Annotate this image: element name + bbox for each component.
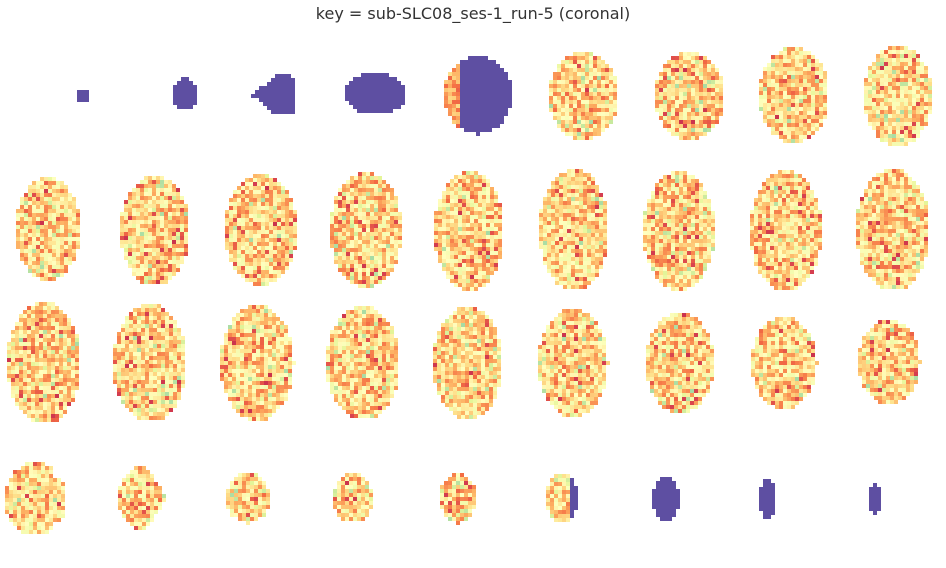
slice-panel-22 bbox=[326, 306, 398, 418]
slice-panel-2 bbox=[173, 77, 197, 109]
slice-panel-12 bbox=[225, 174, 297, 286]
slice-panel-13 bbox=[330, 172, 402, 288]
slice-panel-21 bbox=[220, 305, 296, 421]
slice-panel-29 bbox=[118, 466, 166, 530]
slice-panel-14 bbox=[434, 171, 502, 291]
slice-panel-7 bbox=[655, 52, 723, 140]
slice-panel-17 bbox=[750, 170, 822, 290]
slice-panel-26 bbox=[751, 317, 819, 409]
slice-panel-10 bbox=[16, 177, 80, 281]
slice-panel-28 bbox=[5, 462, 65, 534]
slice-panel-20 bbox=[113, 304, 185, 420]
slice-panel-30 bbox=[226, 473, 270, 525]
slice-panel-36 bbox=[869, 483, 881, 515]
slice-panel-9 bbox=[864, 46, 932, 146]
slice-panel-5 bbox=[444, 56, 512, 136]
slice-panel-15 bbox=[539, 169, 607, 289]
slice-panel-25 bbox=[646, 313, 714, 413]
slice-panel-34 bbox=[652, 477, 680, 521]
slice-panel-11 bbox=[120, 176, 188, 284]
page-title: key = sub-SLC08_ses-1_run-5 (coronal) bbox=[315, 4, 631, 23]
slice-panel-23 bbox=[433, 307, 501, 419]
slice-panel-19 bbox=[7, 302, 79, 422]
slice-panel-33 bbox=[546, 474, 578, 522]
slice-panel-32 bbox=[440, 473, 476, 525]
slice-panel-16 bbox=[643, 171, 715, 291]
slice-panel-1 bbox=[77, 90, 89, 102]
slice-panel-27 bbox=[858, 320, 922, 404]
slice-panel-35 bbox=[759, 479, 775, 519]
slice-panel-6 bbox=[549, 52, 617, 140]
slice-panel-8 bbox=[759, 47, 827, 143]
slice-panel-31 bbox=[333, 473, 373, 521]
slice-panel-4 bbox=[345, 73, 405, 113]
slice-panel-18 bbox=[856, 169, 928, 289]
slice-panel-3 bbox=[251, 74, 295, 114]
slice-panel-24 bbox=[538, 309, 610, 417]
